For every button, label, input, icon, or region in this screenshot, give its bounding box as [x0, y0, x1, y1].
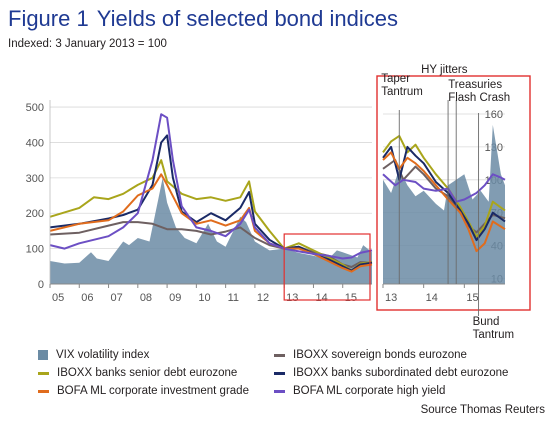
main-y-tick-label: 200: [26, 208, 44, 220]
legend-label-senior: IBOXX banks senior debt eurozone: [57, 367, 238, 379]
annotation-label-3: Treasuries Flash Crash: [448, 79, 510, 104]
main-x-tick-label: 11: [228, 292, 239, 304]
main-y-tick-label: 100: [26, 244, 44, 256]
annotation-label-4: Bund Tantrum: [473, 316, 515, 341]
source-note: Source Thomas Reuters: [420, 404, 545, 416]
annotation-label-1: Taper Tantrum: [381, 73, 423, 98]
main-x-tick-label: 06: [81, 292, 93, 304]
legend-swatch-investment-grade: [38, 389, 49, 393]
main-x-tick-label: 13: [286, 292, 298, 304]
main-y-tick-label: 400: [26, 137, 44, 149]
main-x-tick-label: 14: [315, 292, 327, 304]
figure-number: Figure 1: [8, 6, 89, 31]
main-x-tick-label: 09: [169, 292, 181, 304]
detail-x-tick-label: 13: [385, 292, 397, 304]
main-series-line-2: [49, 159, 373, 272]
figure-title-text: Yields of selected bond indices: [96, 6, 398, 31]
main-highlight-box: [283, 233, 371, 301]
legend-label-investment-grade: BOFA ML corporate investment grade: [57, 385, 249, 397]
legend-label-sovereign: IBOXX sovereign bonds eurozone: [293, 349, 467, 361]
detail-x-tick-label: 14: [426, 292, 438, 304]
legend-label-vix: VIX volatility index: [56, 349, 150, 361]
legend-swatch-senior: [38, 371, 49, 375]
detail-series-line-5: [382, 173, 506, 203]
main-x-tick-label: 08: [140, 292, 152, 304]
main-x-tick-label: 05: [52, 292, 64, 304]
main-series-line-5: [49, 113, 373, 260]
legend-swatch-high-yield: [274, 389, 285, 393]
detail-panel: 104070100130160131415: [382, 109, 506, 304]
detail-series-line-2: [382, 134, 506, 238]
legend-swatch-sovereign: [274, 353, 285, 357]
main-y-tick-label: 500: [26, 102, 44, 114]
main-y-tick-label: 300: [26, 173, 44, 185]
legend-label-high-yield: BOFA ML corporate high yield: [293, 385, 446, 397]
legend-item-senior: IBOXX banks senior debt eurozone: [38, 367, 237, 379]
detail-series-line-3: [382, 145, 506, 242]
main-x-tick-label: 07: [111, 292, 123, 304]
detail-x-tick-label: 15: [466, 292, 478, 304]
legend-swatch-subordinated: [274, 371, 285, 375]
legend-item-subordinated: IBOXX banks subordinated debt eurozone: [274, 367, 508, 379]
legend-item-investment-grade: BOFA ML corporate investment grade: [38, 385, 249, 397]
main-series-line-4: [49, 173, 373, 273]
detail-highlight-frame: [376, 75, 531, 311]
legend-swatch-vix: [38, 350, 48, 360]
main-x-tick-label: 15: [345, 292, 357, 304]
figure-title: Figure 1 Yields of selected bond indices: [8, 6, 398, 32]
detail-series-line-4: [382, 151, 506, 253]
legend-label-subordinated: IBOXX banks subordinated debt eurozone: [293, 367, 509, 379]
annotation-label-2: HY jitters: [421, 64, 468, 76]
legend-item-high-yield: BOFA ML corporate high yield: [274, 385, 445, 397]
main-panel: 0 100 200 300 400 500 05 06 07 08 09 10 11 12 13 14 15: [26, 102, 373, 304]
detail-y-tick-label: 160: [485, 109, 503, 121]
main-y-tick-label: 0: [38, 279, 44, 291]
legend-item-vix: VIX volatility index: [38, 349, 149, 361]
main-x-tick-label: 10: [198, 292, 210, 304]
main-x-tick-label: 12: [257, 292, 269, 304]
figure-subtitle: Indexed: 3 January 2013 = 100: [8, 38, 167, 50]
legend-item-sovereign: IBOXX sovereign bonds eurozone: [274, 349, 467, 361]
